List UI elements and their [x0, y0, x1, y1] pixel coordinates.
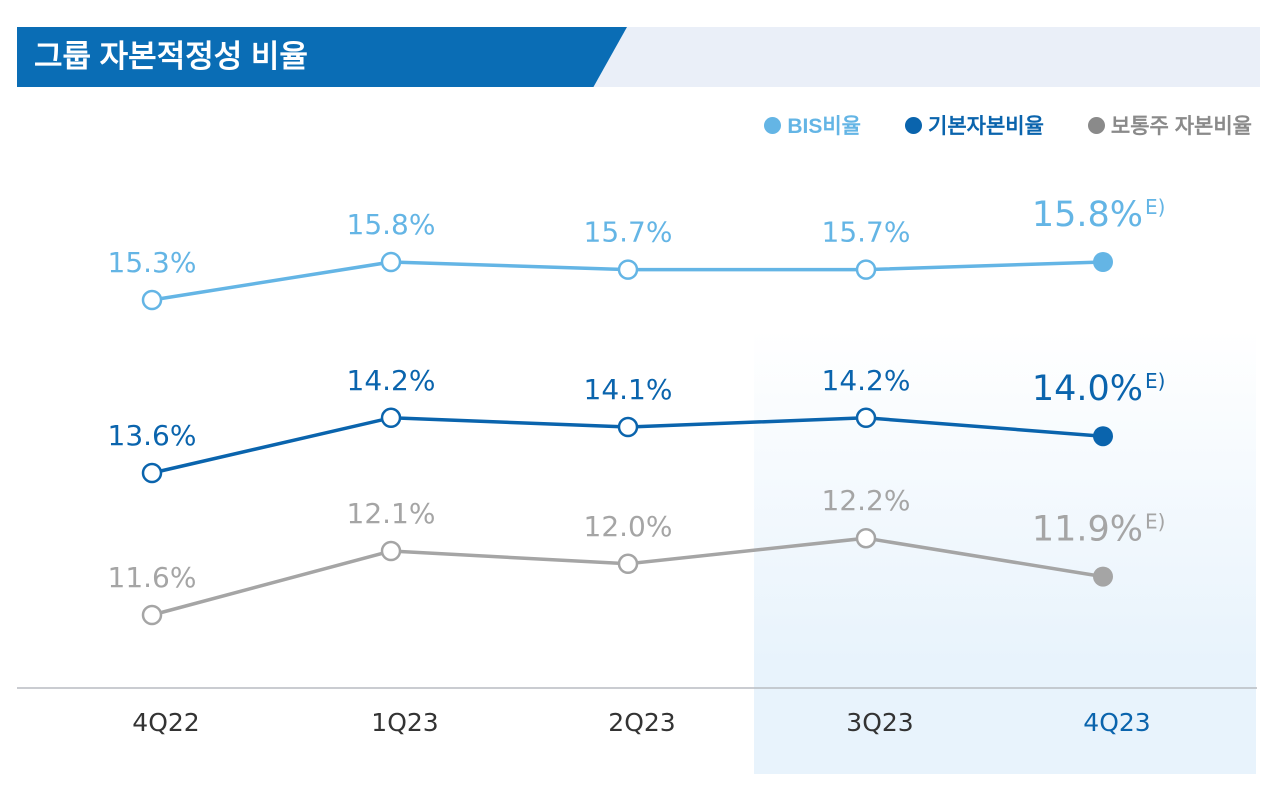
- data-point-tier1: [1093, 426, 1113, 447]
- data-point-tier1: [380, 407, 402, 429]
- estimate-marker: E): [1145, 195, 1165, 219]
- legend-dot-icon: [1087, 116, 1105, 134]
- legend-label: 보통주 자본비율: [1110, 115, 1252, 138]
- data-label-cet1: 11.9%: [1032, 510, 1143, 550]
- data-point-bis: [855, 259, 877, 280]
- data-point-bis: [380, 251, 402, 273]
- data-label-tier1: 13.6%: [108, 419, 197, 452]
- legend-item-cet1: 보통주 자본비율: [1087, 110, 1252, 140]
- data-label-bis: 15.7%: [584, 216, 673, 249]
- highlight-region: [754, 330, 1256, 774]
- legend-dot-icon: [905, 116, 922, 134]
- chart-title: 그룹 자본적정성 비율: [34, 39, 308, 74]
- data-point-tier1: [855, 407, 877, 429]
- data-point-cet1: [141, 604, 163, 626]
- legend-label: 기본자본비율: [928, 115, 1044, 138]
- data-label-bis: 15.7%: [822, 216, 911, 249]
- data-label-bis: 15.3%: [108, 246, 197, 279]
- data-point-cet1: [380, 540, 402, 562]
- data-label-tier1: 14.2%: [347, 364, 436, 397]
- x-tick-label: 4Q23: [1083, 708, 1150, 737]
- data-label-tier1: 14.2%: [822, 364, 911, 397]
- data-point-bis: [617, 259, 639, 280]
- header-title-background: [17, 27, 627, 87]
- data-point-cet1: [617, 553, 639, 575]
- legend-item-tier1: 기본자본비율: [905, 110, 1044, 140]
- x-tick-label: 2Q23: [608, 708, 675, 737]
- legend: BIS비율 기본자본비율 보통주 자본비율: [764, 110, 1252, 140]
- data-label-tier1: 14.1%: [584, 373, 673, 406]
- data-label-bis: 15.8%: [1032, 195, 1143, 235]
- x-tick-label: 3Q23: [846, 708, 913, 737]
- data-label-tier1: 14.0%: [1032, 369, 1143, 409]
- data-point-tier1: [141, 462, 163, 484]
- data-point-tier1: [617, 416, 639, 438]
- data-label-cet1: 12.2%: [822, 484, 911, 517]
- legend-label: BIS비율: [787, 115, 861, 138]
- legend-dot-icon: [764, 116, 782, 134]
- estimate-marker: E): [1145, 369, 1165, 393]
- data-point-cet1: [855, 527, 877, 549]
- x-tick-label: 4Q22: [132, 708, 199, 737]
- data-label-cet1: 11.6%: [108, 561, 197, 594]
- data-point-bis: [1093, 252, 1113, 272]
- data-point-bis: [141, 289, 163, 311]
- x-tick-label: 1Q23: [371, 708, 438, 737]
- data-label-bis: 15.8%: [347, 208, 436, 241]
- data-label-cet1: 12.0%: [584, 510, 673, 543]
- data-point-cet1: [1093, 566, 1113, 587]
- legend-item-bis: BIS비율: [764, 110, 861, 140]
- data-label-cet1: 12.1%: [347, 497, 436, 530]
- estimate-marker: E): [1145, 510, 1165, 534]
